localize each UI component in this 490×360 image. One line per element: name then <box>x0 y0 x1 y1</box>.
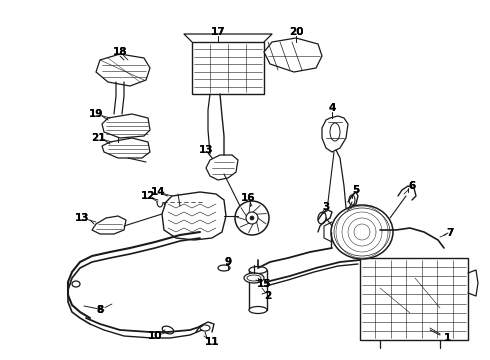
Polygon shape <box>264 38 322 72</box>
Polygon shape <box>96 54 150 86</box>
Ellipse shape <box>218 265 230 271</box>
Polygon shape <box>322 116 348 152</box>
Text: 20: 20 <box>289 27 303 37</box>
Text: 11: 11 <box>205 337 219 347</box>
Text: 21: 21 <box>91 133 105 143</box>
Text: 12: 12 <box>141 191 155 201</box>
Text: 17: 17 <box>211 27 225 37</box>
Text: 9: 9 <box>224 257 232 267</box>
Ellipse shape <box>250 216 254 220</box>
Text: 18: 18 <box>113 47 127 57</box>
Polygon shape <box>102 138 150 158</box>
Text: 10: 10 <box>148 331 162 341</box>
Ellipse shape <box>377 226 387 234</box>
Text: 14: 14 <box>151 187 165 197</box>
Ellipse shape <box>72 281 80 287</box>
Ellipse shape <box>330 123 340 141</box>
Text: 6: 6 <box>408 181 416 191</box>
Text: 18: 18 <box>113 47 127 57</box>
Text: 3: 3 <box>322 202 330 212</box>
Text: 13: 13 <box>199 145 213 155</box>
Ellipse shape <box>235 201 269 235</box>
Text: 5: 5 <box>352 185 360 195</box>
Ellipse shape <box>162 326 174 334</box>
Text: 4: 4 <box>328 103 336 113</box>
Text: 13: 13 <box>75 213 89 223</box>
Text: 10: 10 <box>148 331 162 341</box>
Ellipse shape <box>249 266 267 274</box>
Text: 20: 20 <box>289 27 303 37</box>
Text: 7: 7 <box>446 228 454 238</box>
Polygon shape <box>206 155 238 180</box>
Text: 11: 11 <box>205 337 219 347</box>
Ellipse shape <box>246 212 258 224</box>
Text: 9: 9 <box>224 257 232 267</box>
Ellipse shape <box>331 205 393 259</box>
Text: 1: 1 <box>443 333 451 343</box>
Text: 1: 1 <box>443 333 451 343</box>
Ellipse shape <box>334 208 390 256</box>
Text: 4: 4 <box>328 103 336 113</box>
Text: 12: 12 <box>141 191 155 201</box>
Ellipse shape <box>247 275 261 281</box>
Ellipse shape <box>244 273 264 283</box>
Ellipse shape <box>200 325 210 331</box>
Text: 16: 16 <box>241 193 255 203</box>
Polygon shape <box>92 216 126 234</box>
Text: 8: 8 <box>97 305 103 315</box>
Ellipse shape <box>349 195 355 205</box>
Bar <box>192 42 264 94</box>
Text: 14: 14 <box>151 187 165 197</box>
Text: 5: 5 <box>352 185 360 195</box>
Text: 16: 16 <box>241 193 255 203</box>
Ellipse shape <box>318 212 326 224</box>
Bar <box>249 270 267 310</box>
Polygon shape <box>162 192 226 240</box>
Text: 2: 2 <box>265 291 271 301</box>
Text: 13: 13 <box>75 213 89 223</box>
Text: 19: 19 <box>89 109 103 119</box>
Text: 19: 19 <box>89 109 103 119</box>
Text: 21: 21 <box>91 133 105 143</box>
Text: 17: 17 <box>211 27 225 37</box>
Bar <box>360 258 468 340</box>
Text: 13: 13 <box>199 145 213 155</box>
Text: 15: 15 <box>257 279 271 289</box>
Text: 7: 7 <box>446 228 454 238</box>
Polygon shape <box>102 114 150 138</box>
Text: 3: 3 <box>322 202 330 212</box>
Text: 15: 15 <box>257 279 271 289</box>
Text: 8: 8 <box>97 305 103 315</box>
Text: 6: 6 <box>408 181 416 191</box>
Text: 2: 2 <box>265 291 271 301</box>
Ellipse shape <box>249 306 267 314</box>
